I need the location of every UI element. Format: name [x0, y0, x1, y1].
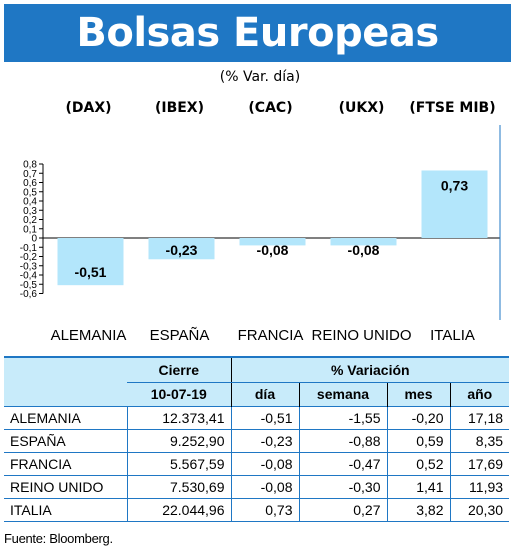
- row-name: REINO UNIDO: [4, 474, 127, 498]
- row-dia: -0,08: [230, 474, 299, 498]
- row-mes: 3,82: [386, 497, 450, 522]
- title-banner: Bolsas Europeas: [4, 4, 511, 62]
- y-tick-label: 0,7: [23, 169, 37, 180]
- header-variacion: % Variación: [230, 357, 510, 383]
- data-label: 0,73: [441, 177, 468, 193]
- row-mes: 0,59: [386, 428, 450, 452]
- data-label: -0,23: [166, 242, 198, 258]
- y-tick-label: -0,1: [20, 243, 38, 254]
- bar: [421, 170, 488, 238]
- row-cierre: 5.567,59: [126, 451, 231, 475]
- table-row: REINO UNIDO 7.530,69 -0,08 -0,30 1,41 11…: [4, 474, 510, 498]
- market-table: Cierre % Variación 10-07-19 día semana m…: [4, 356, 510, 522]
- y-tick-label: 0,1: [23, 224, 37, 235]
- row-anio: 17,69: [449, 451, 510, 475]
- category-label: FRANCIA: [238, 327, 304, 344]
- category-label: REINO UNIDO: [311, 327, 411, 344]
- row-cierre: 22.044,96: [126, 497, 231, 522]
- row-mes: -0,20: [386, 405, 450, 429]
- header-date: 10-07-19: [127, 382, 231, 406]
- table-row: ESPAÑA 9.252,90 -0,23 -0,88 0,59 8,35: [4, 428, 510, 452]
- category-label: ITALIA: [430, 327, 475, 344]
- index-label: (FTSE MIB): [409, 100, 495, 116]
- table-row: ITALIA 22.044,96 0,73 0,27 3,82 20,30: [4, 497, 510, 522]
- y-tick-label: 0,6: [23, 178, 37, 189]
- row-name: FRANCIA: [4, 451, 127, 475]
- row-semana: 0,27: [298, 497, 387, 522]
- table-header-row-1: Cierre % Variación: [4, 357, 510, 383]
- row-semana: -1,55: [298, 405, 387, 429]
- table-header-row-2: 10-07-19 día semana mes año: [4, 382, 510, 406]
- row-cierre: 9.252,90: [126, 428, 231, 452]
- y-tick-label: -0,3: [20, 261, 38, 272]
- row-cierre: 7.530,69: [126, 474, 231, 498]
- y-tick-label: 0,5: [23, 187, 37, 198]
- bar: [57, 238, 124, 286]
- row-semana: -0,30: [298, 474, 387, 498]
- bar-chart: (DAX) (IBEX) (CAC) (UKX) (FTSE MIB) 0,80,70,6…: [20, 100, 501, 344]
- page-title: Bolsas Europeas: [76, 10, 439, 56]
- row-dia: 0,73: [230, 497, 299, 522]
- category-label: ESPAÑA: [150, 327, 210, 344]
- header-mes: mes: [386, 382, 450, 406]
- y-tick-label: 0,8: [23, 160, 37, 171]
- table-row: ALEMANIA 12.373,41 -0,51 -1,55 -0,20 17,…: [4, 405, 510, 429]
- row-dia: -0,51: [230, 405, 299, 429]
- row-semana: -0,47: [298, 451, 387, 475]
- data-label: -0,08: [257, 242, 289, 258]
- bar: [239, 238, 306, 246]
- row-name: ESPAÑA: [4, 428, 127, 452]
- y-tick-label: 0,4: [23, 197, 37, 208]
- row-anio: 11,93: [449, 474, 510, 498]
- index-label: (IBEX): [155, 100, 204, 116]
- row-mes: 1,41: [386, 474, 450, 498]
- row-name: ALEMANIA: [4, 405, 127, 429]
- y-tick-label: 0: [31, 234, 37, 245]
- row-semana: -0,88: [298, 428, 387, 452]
- y-tick-label: 0,2: [23, 215, 37, 226]
- index-label: (DAX): [65, 100, 111, 116]
- row-dia: -0,08: [230, 451, 299, 475]
- row-anio: 17,18: [449, 405, 510, 429]
- header-semana: semana: [298, 382, 387, 406]
- y-tick-label: 0,3: [23, 206, 37, 217]
- closing-table: Cierre % Variación 10-07-19 día semana m…: [4, 356, 510, 522]
- index-label: (CAC): [248, 100, 292, 116]
- data-label: -0,08: [348, 242, 380, 258]
- y-tick-label: -0,6: [20, 289, 38, 300]
- row-anio: 20,30: [449, 497, 510, 522]
- table-row: FRANCIA 5.567,59 -0,08 -0,47 0,52 17,69: [4, 451, 510, 475]
- row-mes: 0,52: [386, 451, 450, 475]
- source-note: Fuente: Bloomberg.: [4, 531, 113, 546]
- bar: [148, 238, 215, 260]
- index-label: (UKX): [339, 100, 385, 116]
- header-blank: [4, 357, 127, 382]
- header-cierre: Cierre: [127, 357, 231, 383]
- y-tick-label: -0,5: [20, 280, 38, 291]
- y-tick-label: -0,4: [20, 271, 38, 282]
- row-cierre: 12.373,41: [126, 405, 231, 429]
- header-dia: día: [230, 382, 299, 406]
- chart-subtitle: (% Var. día): [219, 69, 301, 85]
- row-anio: 8,35: [449, 428, 510, 452]
- row-dia: -0,23: [230, 428, 299, 452]
- data-label: -0,51: [75, 264, 107, 280]
- y-tick-label: -0,2: [20, 252, 38, 263]
- header-anio: año: [449, 382, 510, 406]
- category-label: ALEMANIA: [51, 327, 127, 344]
- header-blank-2: [4, 382, 127, 406]
- bar: [330, 238, 397, 246]
- row-name: ITALIA: [4, 497, 127, 522]
